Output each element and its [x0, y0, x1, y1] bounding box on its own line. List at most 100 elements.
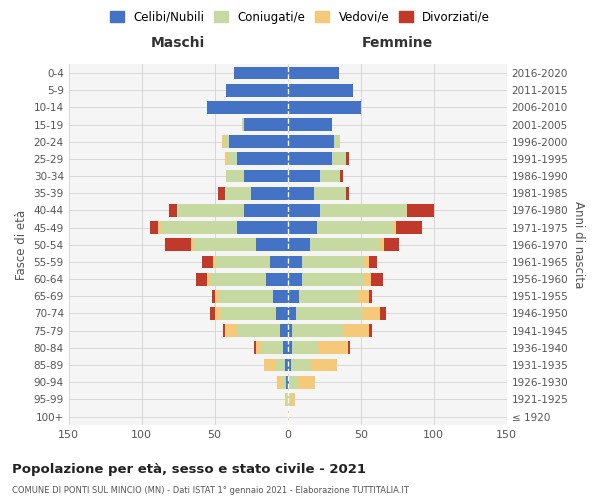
Bar	[343, 324, 370, 337]
Bar	[287, 101, 361, 114]
Bar	[287, 204, 320, 217]
Bar	[290, 358, 311, 372]
Bar	[256, 342, 262, 354]
Bar	[236, 324, 280, 337]
Bar	[270, 256, 287, 268]
Bar	[221, 307, 276, 320]
Bar	[229, 136, 287, 148]
Bar	[266, 272, 287, 285]
Bar	[276, 307, 287, 320]
Bar	[244, 204, 287, 217]
Bar	[225, 324, 236, 337]
Bar	[290, 393, 295, 406]
Bar	[370, 290, 373, 302]
Bar	[225, 152, 228, 166]
Bar	[202, 256, 213, 268]
Bar	[287, 307, 296, 320]
Bar	[358, 290, 370, 302]
Bar	[212, 290, 215, 302]
Bar	[265, 358, 276, 372]
Bar	[289, 376, 298, 388]
Bar	[299, 290, 358, 302]
Bar	[314, 187, 346, 200]
Bar	[370, 256, 377, 268]
Bar	[223, 324, 225, 337]
Bar	[364, 256, 370, 268]
Bar	[331, 152, 346, 166]
Bar	[287, 324, 292, 337]
Bar	[251, 187, 287, 200]
Bar	[346, 152, 349, 166]
Bar	[196, 272, 208, 285]
Bar	[287, 358, 290, 372]
Bar	[370, 324, 373, 337]
Bar	[226, 170, 244, 182]
Bar	[273, 290, 287, 302]
Bar	[285, 358, 287, 372]
Bar	[371, 272, 383, 285]
Bar	[347, 342, 350, 354]
Y-axis label: Fasce di età: Fasce di età	[15, 210, 28, 280]
Bar	[320, 170, 340, 182]
Bar	[287, 238, 310, 251]
Bar	[222, 136, 225, 148]
Bar	[161, 221, 236, 234]
Bar	[287, 66, 339, 80]
Bar	[285, 393, 286, 406]
Bar	[236, 152, 287, 166]
Text: Femmine: Femmine	[362, 36, 433, 50]
Bar	[158, 221, 161, 234]
Bar	[320, 204, 407, 217]
Text: COMUNE DI PONTI SUL MINCIO (MN) - Dati ISTAT 1° gennaio 2021 - Elaborazione TUTT: COMUNE DI PONTI SUL MINCIO (MN) - Dati I…	[12, 486, 409, 495]
Bar	[302, 272, 364, 285]
Bar	[225, 136, 229, 148]
Bar	[287, 187, 314, 200]
Bar	[194, 238, 256, 251]
Bar	[407, 204, 434, 217]
Bar	[362, 307, 380, 320]
Bar	[287, 118, 331, 131]
Bar	[286, 376, 287, 388]
Bar	[282, 376, 286, 388]
Bar	[236, 221, 287, 234]
Bar	[317, 221, 393, 234]
Bar	[215, 256, 270, 268]
Bar	[280, 324, 287, 337]
Bar	[226, 84, 287, 96]
Bar	[225, 187, 251, 200]
Bar	[298, 376, 316, 388]
Bar	[334, 136, 340, 148]
Bar	[287, 393, 290, 406]
Text: Maschi: Maschi	[151, 36, 205, 50]
Bar	[215, 290, 219, 302]
Text: Popolazione per età, sesso e stato civile - 2021: Popolazione per età, sesso e stato civil…	[12, 462, 366, 475]
Bar	[213, 256, 215, 268]
Bar	[287, 256, 302, 268]
Bar	[292, 324, 343, 337]
Bar	[287, 410, 289, 423]
Bar	[283, 342, 287, 354]
Bar	[287, 84, 353, 96]
Bar	[287, 170, 320, 182]
Bar	[287, 221, 317, 234]
Bar	[191, 238, 194, 251]
Bar	[287, 376, 289, 388]
Bar	[340, 170, 343, 182]
Bar	[218, 187, 225, 200]
Bar	[287, 290, 299, 302]
Bar	[364, 272, 371, 285]
Bar	[296, 307, 362, 320]
Bar	[292, 342, 319, 354]
Bar	[286, 393, 287, 406]
Bar	[384, 238, 398, 251]
Bar	[287, 342, 292, 354]
Bar	[211, 272, 266, 285]
Bar	[151, 221, 158, 234]
Bar	[254, 342, 256, 354]
Bar	[393, 221, 396, 234]
Bar	[169, 204, 177, 217]
Bar	[396, 221, 422, 234]
Bar	[287, 152, 331, 166]
Bar	[380, 307, 386, 320]
Bar	[262, 342, 283, 354]
